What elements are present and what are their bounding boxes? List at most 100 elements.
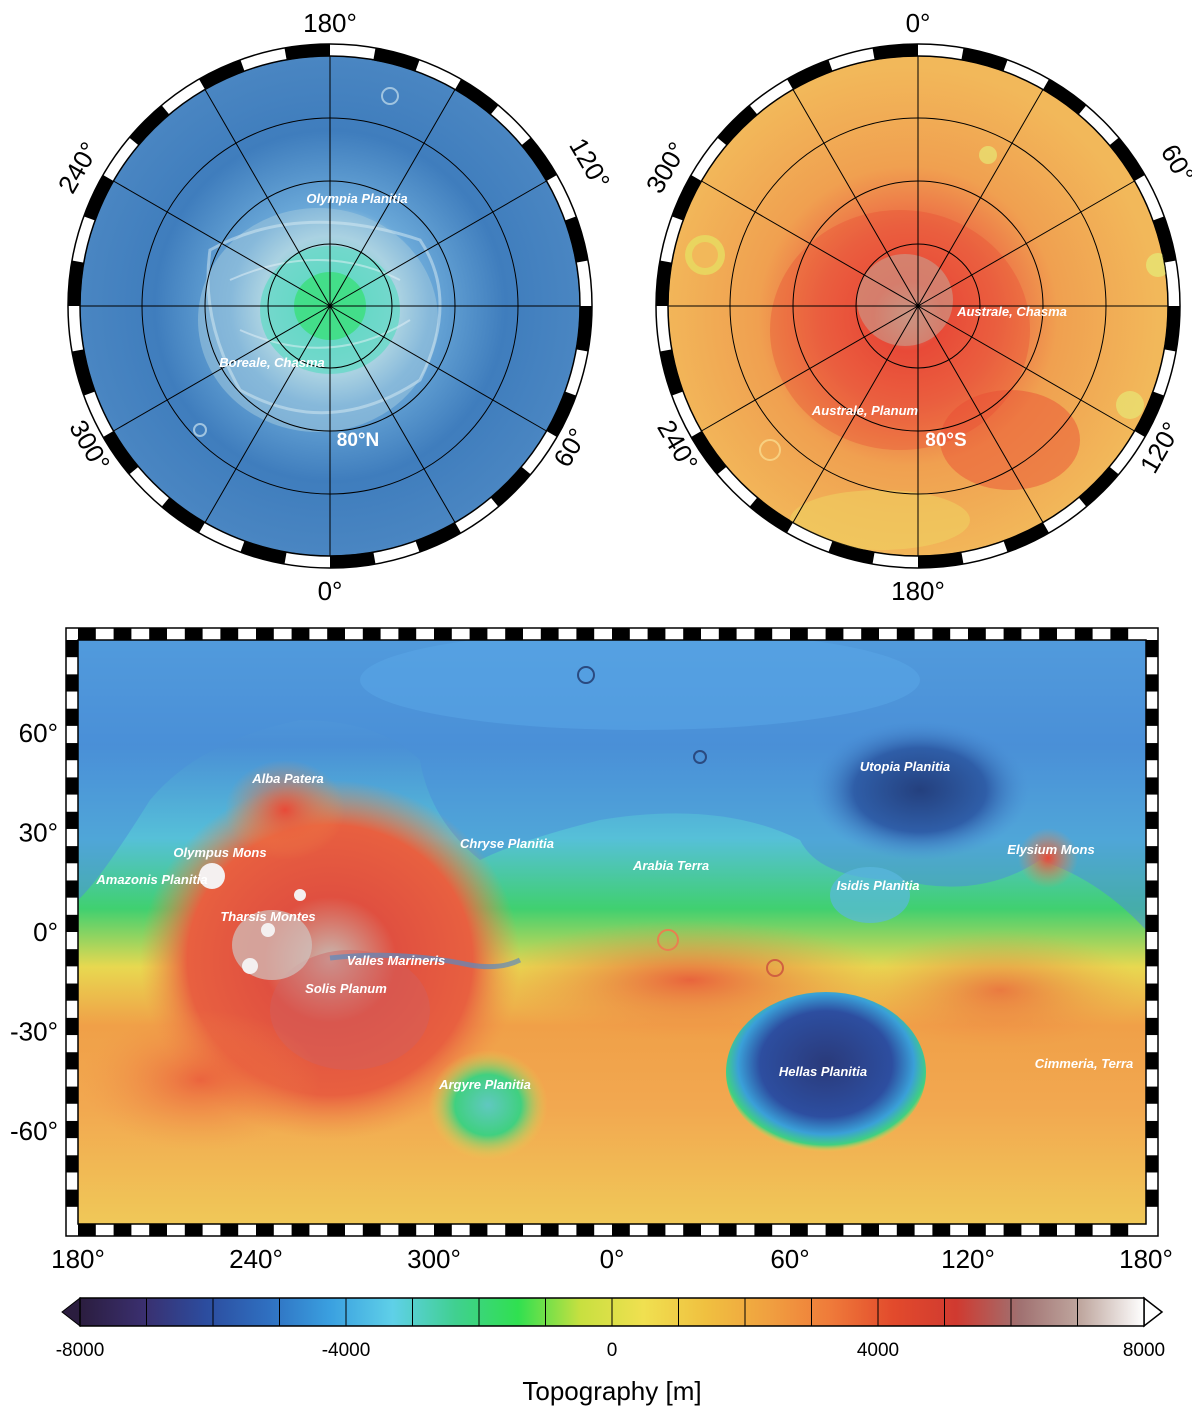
global-lon-label: 300° [407,1244,461,1274]
frame-tick-segment [754,628,773,640]
north-feature-label: Olympia Planitia [306,191,407,206]
frame-tick-segment [129,105,170,146]
frame-tick-segment [787,59,833,90]
frame-tick-segment [521,137,557,181]
frame-tick-segment [149,628,167,640]
frame-tick-segment [576,628,595,640]
frame-tick-segment [149,1224,167,1236]
frame-tick-segment [1146,880,1158,898]
frame-tick-segment [1043,79,1087,115]
frame-tick-segment [968,1224,986,1236]
frame-tick-segment [790,1224,808,1236]
global-feature-label: Arabia Terra [632,858,709,873]
colorbar-title: Topography [m] [522,1376,701,1406]
frame-tick-segment [671,175,702,221]
frame-tick-segment [291,1224,310,1236]
frame-tick-segment [113,628,132,640]
frame-tick-segment [1110,1224,1129,1236]
global-lat-label: 30° [19,817,58,847]
south-map-graticule [668,56,1168,556]
frame-tick-segment [1146,1120,1158,1139]
frame-tick-segment [291,628,310,640]
frame-tick-segment [327,1224,345,1236]
meridian-line [701,305,919,432]
global-lat-label: 0° [33,917,58,947]
global-lat-label: -30° [10,1017,58,1047]
colorbar-tick-label: -4000 [322,1340,371,1361]
frame-tick-segment [66,983,78,1001]
frame-tick-segment [1110,628,1129,640]
frame-tick-segment [1134,391,1165,437]
frame-tick-segment [469,628,488,640]
frame-tick-segment [240,540,287,565]
frame-tick-segment [490,466,531,507]
frame-tick-segment [612,1224,630,1236]
frame-tick-segment [1146,811,1158,829]
meridian-line [113,305,331,432]
global-feature-labels: Alba Patera Olympus Mons Amazonis Planit… [95,759,1133,1092]
topography-colorbar: -8000 -4000 0 4000 8000 Topography [m] [56,1296,1165,1406]
frame-tick-segment [540,628,559,640]
frame-tick-segment [1146,777,1158,795]
frame-tick-segment [256,1224,274,1236]
south-lat-label: 80°S [925,430,966,451]
frame-tick-segment [505,1224,523,1236]
frame-tick-segment [362,628,381,640]
frame-tick-segment [373,47,420,72]
global-feature-label: Chryse Planitia [460,836,554,851]
frame-tick-segment [398,628,417,640]
global-feature-label: Alba Patera [251,771,324,786]
north-lon-label-bottom: 0° [318,576,343,606]
frame-tick-segment [66,743,78,761]
global-feature-label: Argyre Planitia [438,1077,531,1092]
frame-tick-segment [161,497,205,533]
frame-tick-segment [1074,628,1093,640]
frame-tick-segment [1146,640,1158,658]
frame-tick-segment [199,59,245,90]
frame-tick-segment [647,1224,666,1236]
frame-tick-segment [1146,708,1158,726]
frame-tick-segment [220,1224,239,1236]
frame-tick-segment [103,431,139,475]
global-feature-label: Isidis Planitia [836,878,919,893]
global-feature-label: Valles Marineris [347,953,446,968]
global-lat-label: -60° [10,1116,58,1146]
frame-tick-segment [564,216,589,263]
north-polar-map: Olympia Planitia Boreale, Chasma 80°N 18… [52,8,616,606]
frame-tick-segment [113,1224,132,1236]
meridian-line [917,305,1044,523]
global-feature-label: Amazonis Planitia [95,872,207,887]
meridian-line [792,305,919,523]
south-map-frame-ticks [656,44,1180,568]
frame-tick-segment [78,628,96,640]
north-map-graticule [80,56,580,556]
frame-tick-segment [540,1224,559,1236]
meridian-line [329,305,547,432]
frame-tick-segment [327,628,345,640]
frame-tick-segment [66,777,78,795]
global-lat-label: 60° [19,718,58,748]
global-feature-label: Cimmeria, Terra [1035,1056,1134,1071]
frame-tick-segment [1146,983,1158,1001]
global-feature-label: Hellas Planitia [779,1064,867,1079]
frame-tick-segment [66,949,78,967]
frame-tick-segment [83,175,114,221]
frame-tick-segment [546,391,577,437]
colorbar-high-arrow [1143,1296,1164,1328]
frame-tick-segment [718,628,737,640]
frame-tick-segment [683,628,701,640]
global-feature-label: Elysium Mons [1007,842,1094,857]
frame-tick-segment [612,628,630,640]
global-lon-label: 0° [600,1244,625,1274]
south-terrain [685,146,1168,550]
colorbar-tick-label: -8000 [56,1340,105,1361]
frame-tick-segment [1003,1224,1022,1236]
south-feature-label: Australe, Chasma [956,304,1067,319]
frame-tick-segment [1003,522,1049,553]
global-lon-label: 180° [1119,1244,1173,1274]
global-feature-label: Solis Planum [305,981,387,996]
frame-tick-segment [1146,1086,1158,1104]
frame-tick-segment [749,497,793,533]
south-feature-label: Australe, Planum [811,403,919,418]
frame-tick-segment [434,628,452,640]
